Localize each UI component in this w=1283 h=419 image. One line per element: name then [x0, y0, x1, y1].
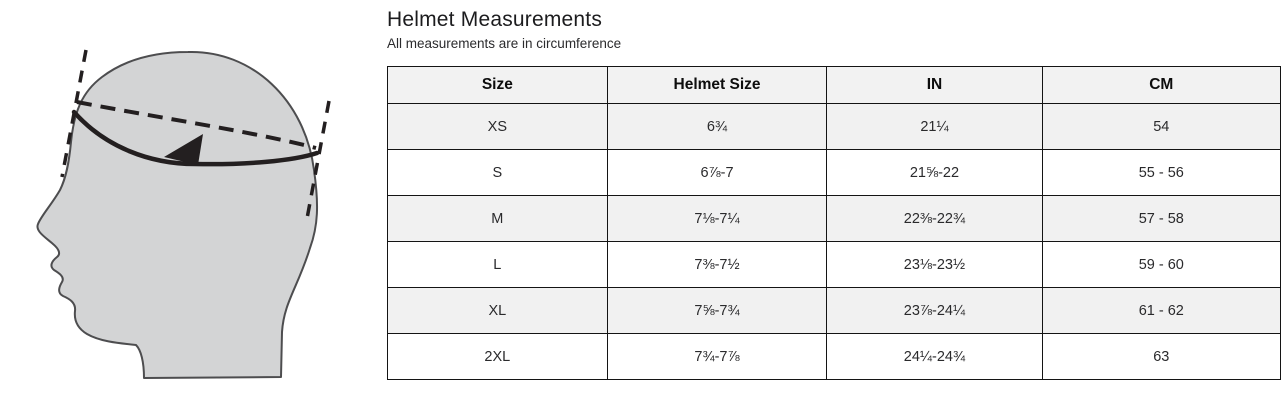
column-header-size: Size	[387, 66, 608, 105]
cell-helmet-size: 7⅝-7¾	[606, 287, 828, 335]
cell-size: XL	[387, 287, 608, 335]
cell-in: 23⅛-23½	[826, 241, 1043, 289]
head-measurement-illustration	[36, 49, 331, 379]
column-header-in: IN	[826, 66, 1043, 105]
cell-cm: 54	[1041, 103, 1282, 151]
table-row-xl: XL 7⅝-7¾ 23⅞-24¼ 61 - 62	[387, 287, 1282, 335]
cell-cm: 57 - 58	[1041, 195, 1282, 243]
size-chart-table: Size Helmet Size IN CM XS 6¾ 21¼ 54 S 6⅞…	[387, 66, 1282, 381]
circumference-dashed-line	[76, 100, 317, 150]
table-row-m: M 7⅛-7¼ 22⅜-22¾ 57 - 58	[387, 195, 1282, 243]
helmet-measurements-section: Helmet Measurements All measurements are…	[387, 8, 1283, 381]
page-subtitle: All measurements are in circumference	[387, 36, 622, 52]
cell-helmet-size: 7¾-7⅞	[606, 333, 828, 381]
cell-cm: 59 - 60	[1041, 241, 1282, 289]
cell-size: XS	[387, 103, 608, 151]
cell-in: 22⅜-22¾	[826, 195, 1043, 243]
cell-size: L	[387, 241, 608, 289]
cell-helmet-size: 6¾	[606, 103, 828, 151]
guide-line-left	[60, 49, 88, 178]
cell-in: 21⅝-22	[826, 149, 1043, 197]
measuring-tape-arrowhead-icon	[164, 134, 203, 165]
table-header-row: Size Helmet Size IN CM	[387, 66, 1282, 105]
cell-in: 21¼	[826, 103, 1043, 151]
cell-in: 23⅞-24¼	[826, 287, 1043, 335]
column-header-cm: CM	[1041, 66, 1282, 105]
cell-cm: 63	[1041, 333, 1282, 381]
cell-helmet-size: 6⅞-7	[606, 149, 828, 197]
table-row-l: L 7⅜-7½ 23⅛-23½ 59 - 60	[387, 241, 1282, 289]
cell-helmet-size: 7⅛-7¼	[606, 195, 828, 243]
cell-size: 2XL	[387, 333, 608, 381]
table-row-2xl: 2XL 7¾-7⅞ 24¼-24¾ 63	[387, 333, 1282, 381]
cell-size: M	[387, 195, 608, 243]
cell-in: 24¼-24¾	[826, 333, 1043, 381]
cell-helmet-size: 7⅜-7½	[606, 241, 828, 289]
table-row-s: S 6⅞-7 21⅝-22 55 - 56	[387, 149, 1282, 197]
page-title: Helmet Measurements	[387, 8, 603, 31]
cell-cm: 55 - 56	[1041, 149, 1282, 197]
column-header-helmet-size: Helmet Size	[606, 66, 828, 105]
table-row-xs: XS 6¾ 21¼ 54	[387, 103, 1282, 151]
cell-size: S	[387, 149, 608, 197]
cell-cm: 61 - 62	[1041, 287, 1282, 335]
